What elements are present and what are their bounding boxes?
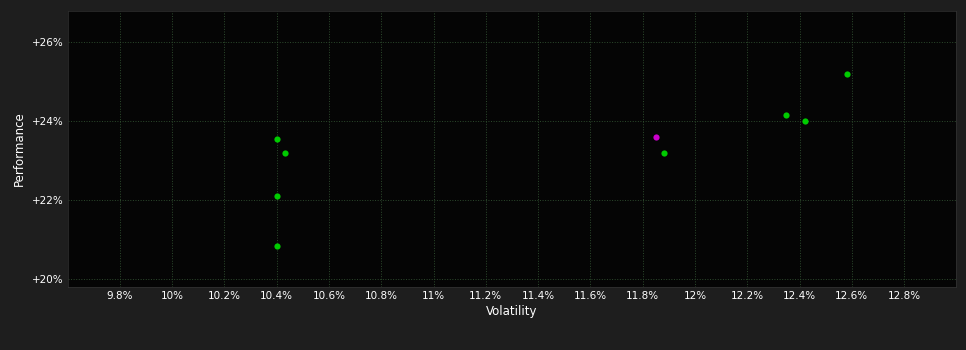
Point [838,71,854,77]
Point [779,112,794,118]
Point [277,150,293,155]
Point [797,118,812,124]
Point [648,134,664,140]
Point [656,150,671,155]
Point [269,193,284,199]
Point [269,136,284,142]
Point [269,243,284,248]
X-axis label: Volatility: Volatility [486,305,538,318]
Y-axis label: Performance: Performance [14,111,26,186]
